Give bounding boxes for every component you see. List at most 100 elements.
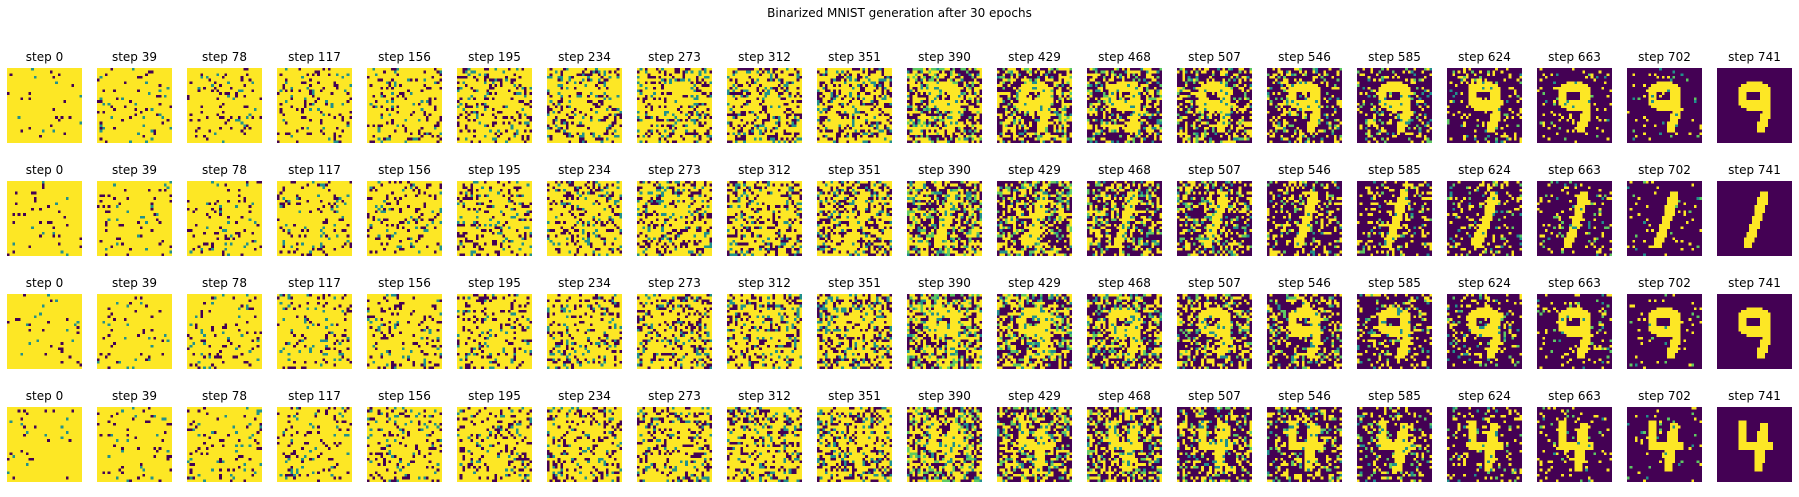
panel-step-label: step 702 (1638, 389, 1691, 403)
generated-digit-image (997, 181, 1072, 256)
generated-digit-image (1717, 68, 1792, 143)
generated-digit-image (1717, 407, 1792, 482)
generated-digit-image (637, 407, 712, 482)
generated-digit-image (817, 294, 892, 369)
panel-step-label: step 39 (111, 163, 158, 177)
generated-digit-image (7, 68, 82, 143)
generated-digit-image (187, 294, 262, 369)
generated-digit-image (457, 68, 532, 143)
panel-step-label: step 663 (1548, 389, 1601, 403)
generated-digit-image (907, 181, 982, 256)
generated-digit-image (367, 181, 442, 256)
generated-digit-image (1447, 68, 1522, 143)
panel-step-label: step 39 (111, 276, 158, 290)
generated-digit-image (1537, 68, 1612, 143)
panel-step-label: step 702 (1638, 276, 1691, 290)
generated-digit-image (637, 68, 712, 143)
generated-digit-image (1267, 181, 1342, 256)
generated-digit-image (1627, 181, 1702, 256)
generated-digit-image (1267, 68, 1342, 143)
generated-digit-image (637, 181, 712, 256)
panel-step-label: step 468 (1098, 163, 1151, 177)
panel-step-label: step 312 (738, 389, 791, 403)
generated-digit-image (367, 294, 442, 369)
panel-step-label: step 0 (25, 276, 64, 290)
generated-digit-image (457, 407, 532, 482)
generated-digit-image (277, 294, 352, 369)
generated-digit-image (547, 68, 622, 143)
panel-step-label: step 273 (648, 276, 701, 290)
panel-step-label: step 390 (918, 163, 971, 177)
generated-digit-image (1087, 294, 1162, 369)
panel-step-label: step 546 (1278, 163, 1331, 177)
panel-step-label: step 234 (558, 276, 611, 290)
panel-step-label: step 663 (1548, 163, 1601, 177)
panel-step-label: step 624 (1458, 163, 1511, 177)
generated-digit-image (727, 407, 802, 482)
panel-step-label: step 195 (468, 163, 521, 177)
generated-digit-image (1357, 407, 1432, 482)
panel-step-label: step 39 (111, 50, 158, 64)
panel-step-label: step 702 (1638, 163, 1691, 177)
panel-step-label: step 507 (1188, 389, 1241, 403)
panel-step-label: step 78 (201, 163, 248, 177)
generated-digit-image (1087, 68, 1162, 143)
generated-digit-image (907, 294, 982, 369)
panel-step-label: step 546 (1278, 276, 1331, 290)
panel-step-label: step 156 (378, 276, 431, 290)
panel-step-label: step 507 (1188, 50, 1241, 64)
panel-step-label: step 390 (918, 50, 971, 64)
panel-step-label: step 468 (1098, 50, 1151, 64)
panel-step-label: step 468 (1098, 276, 1151, 290)
panel-step-label: step 741 (1728, 389, 1781, 403)
panel-step-label: step 429 (1008, 163, 1061, 177)
generated-digit-image (1177, 407, 1252, 482)
generated-digit-image (907, 407, 982, 482)
panel-step-label: step 429 (1008, 389, 1061, 403)
generated-digit-image (1087, 407, 1162, 482)
panel-step-label: step 0 (25, 163, 64, 177)
panel-step-label: step 234 (558, 389, 611, 403)
panel-step-label: step 429 (1008, 50, 1061, 64)
panel-step-label: step 351 (828, 50, 881, 64)
generated-digit-image (97, 407, 172, 482)
panel-step-label: step 585 (1368, 163, 1421, 177)
panel-step-label: step 663 (1548, 276, 1601, 290)
panel-step-label: step 351 (828, 163, 881, 177)
panel-step-label: step 117 (288, 389, 341, 403)
panel-step-label: step 195 (468, 389, 521, 403)
generated-digit-image (367, 68, 442, 143)
panel-step-label: step 273 (648, 50, 701, 64)
generated-digit-image (907, 68, 982, 143)
panel-step-label: step 702 (1638, 50, 1691, 64)
panel-step-label: step 507 (1188, 276, 1241, 290)
generated-digit-image (637, 294, 712, 369)
panel-step-label: step 0 (25, 50, 64, 64)
generated-digit-image (1267, 407, 1342, 482)
generated-digit-image (1267, 294, 1342, 369)
panel-step-label: step 663 (1548, 50, 1601, 64)
panel-step-label: step 585 (1368, 276, 1421, 290)
panel-step-label: step 195 (468, 50, 521, 64)
generated-digit-image (277, 68, 352, 143)
generated-digit-image (817, 181, 892, 256)
panel-step-label: step 741 (1728, 50, 1781, 64)
generated-digit-image (997, 68, 1072, 143)
generated-digit-image (1177, 68, 1252, 143)
generated-digit-image (727, 294, 802, 369)
panel-step-label: step 39 (111, 389, 158, 403)
panel-step-label: step 78 (201, 389, 248, 403)
generated-digit-image (1717, 181, 1792, 256)
panel-step-label: step 390 (918, 276, 971, 290)
panel-step-label: step 312 (738, 163, 791, 177)
panel-step-label: step 234 (558, 50, 611, 64)
generated-digit-image (817, 68, 892, 143)
panel-step-label: step 78 (201, 50, 248, 64)
panel-step-label: step 351 (828, 276, 881, 290)
panel-step-label: step 546 (1278, 50, 1331, 64)
panel-step-label: step 0 (25, 389, 64, 403)
generated-digit-image (457, 294, 532, 369)
generated-digit-image (367, 407, 442, 482)
panel-step-label: step 390 (918, 389, 971, 403)
panel-step-label: step 624 (1458, 276, 1511, 290)
